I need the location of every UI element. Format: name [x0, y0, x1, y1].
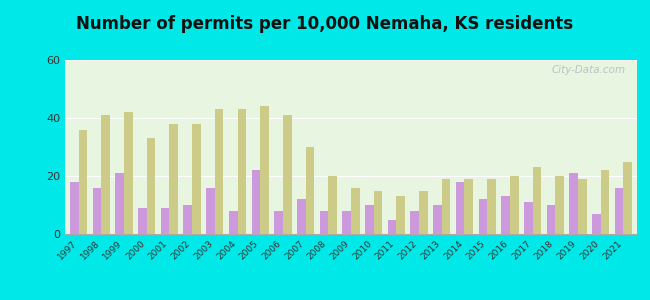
- Bar: [547, 205, 555, 234]
- Bar: [297, 199, 306, 234]
- Bar: [343, 211, 351, 234]
- Bar: [124, 112, 133, 234]
- Bar: [93, 188, 101, 234]
- Bar: [192, 124, 201, 234]
- Bar: [465, 179, 473, 234]
- Bar: [274, 211, 283, 234]
- Bar: [306, 147, 314, 234]
- Bar: [410, 211, 419, 234]
- Bar: [237, 109, 246, 234]
- Bar: [328, 176, 337, 234]
- Bar: [501, 196, 510, 234]
- Bar: [260, 106, 269, 234]
- Bar: [555, 176, 564, 234]
- Bar: [532, 167, 541, 234]
- Bar: [374, 190, 382, 234]
- Text: Number of permits per 10,000 Nemaha, KS residents: Number of permits per 10,000 Nemaha, KS …: [77, 15, 573, 33]
- Bar: [161, 208, 170, 234]
- Bar: [488, 179, 496, 234]
- Bar: [320, 211, 328, 234]
- Bar: [569, 173, 578, 234]
- Bar: [601, 170, 609, 234]
- Bar: [116, 173, 124, 234]
- Bar: [419, 190, 428, 234]
- Bar: [433, 205, 442, 234]
- Bar: [396, 196, 405, 234]
- Bar: [524, 202, 532, 234]
- Bar: [283, 115, 292, 234]
- Bar: [365, 205, 374, 234]
- Bar: [138, 208, 147, 234]
- Bar: [101, 115, 110, 234]
- Bar: [592, 214, 601, 234]
- Bar: [206, 188, 215, 234]
- Bar: [214, 109, 224, 234]
- Bar: [170, 124, 178, 234]
- Bar: [510, 176, 519, 234]
- Bar: [615, 188, 623, 234]
- Bar: [388, 220, 396, 234]
- Bar: [79, 130, 87, 234]
- Bar: [183, 205, 192, 234]
- Bar: [456, 182, 465, 234]
- Bar: [478, 199, 488, 234]
- Text: City-Data.com: City-Data.com: [551, 65, 625, 75]
- Bar: [442, 179, 450, 234]
- Bar: [229, 211, 237, 234]
- Bar: [623, 161, 632, 234]
- Bar: [70, 182, 79, 234]
- Bar: [351, 188, 359, 234]
- Bar: [252, 170, 260, 234]
- Bar: [147, 138, 155, 234]
- Bar: [578, 179, 586, 234]
